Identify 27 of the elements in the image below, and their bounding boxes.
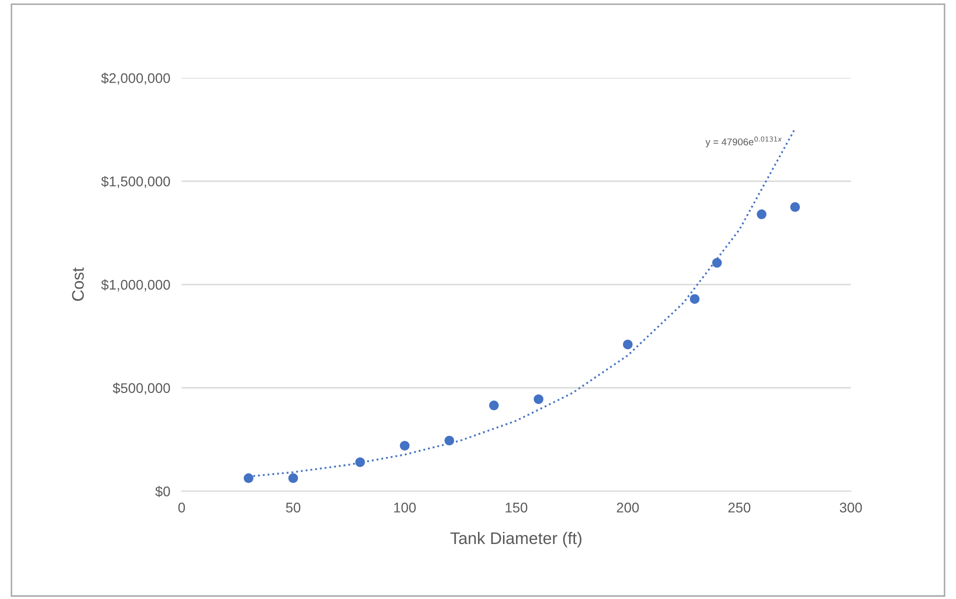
y-tick-label: $0 — [155, 486, 170, 498]
x-tick-label: 100 — [394, 502, 416, 512]
point — [712, 258, 722, 268]
point — [400, 440, 410, 451]
point — [288, 473, 298, 484]
x-axis-title: Tank Diameter (ft) — [450, 532, 582, 548]
y-tick-label: $500,000 — [112, 382, 170, 395]
x-tick-label: 300 — [840, 502, 862, 512]
y-tick-label: $1,000,000 — [101, 279, 170, 292]
point — [756, 209, 766, 220]
point — [444, 436, 454, 446]
point — [622, 340, 633, 350]
x-tick-label: 150 — [506, 502, 528, 512]
point — [690, 294, 700, 304]
x-tick-label: 50 — [286, 502, 300, 512]
y-axis-title: Cost — [72, 268, 84, 301]
x-tick-label: 200 — [616, 502, 639, 512]
point — [355, 457, 365, 468]
y-tick-label: $2,000,000 — [101, 72, 170, 85]
x-tick-label: 250 — [728, 502, 750, 512]
point — [534, 394, 544, 404]
y-tick-label: $1,500,000 — [101, 176, 170, 188]
x-tick-label: 0 — [178, 502, 185, 512]
point — [790, 202, 800, 212]
annotation: y = 47906e$^{0.0131x}$ — [705, 136, 782, 148]
point — [489, 400, 499, 410]
point — [244, 473, 254, 484]
